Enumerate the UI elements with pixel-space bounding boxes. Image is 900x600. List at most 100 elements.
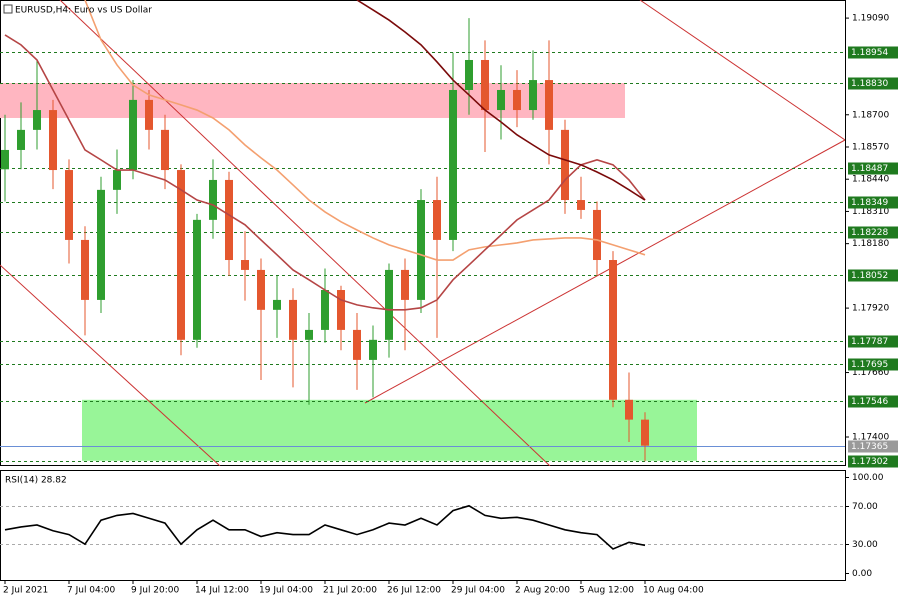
rsi-pane (0, 470, 846, 581)
y-tick-label: 1.17920 (852, 304, 889, 314)
candle-body (33, 110, 41, 130)
y-tick-label: 1.18180 (852, 239, 889, 249)
level-label: 1.17302 (851, 457, 888, 467)
level-label: 1.18954 (851, 48, 888, 58)
candle-body (449, 89, 457, 240)
rsi-tick-label: 30.00 (852, 540, 878, 550)
x-tick-label: 7 Jul 04:00 (67, 586, 116, 596)
candle-body (321, 290, 329, 330)
candle-body (193, 219, 201, 340)
candle-body (545, 80, 553, 130)
x-tick-label: 29 Jul 04:00 (451, 586, 505, 596)
trend-line (639, 0, 845, 141)
candle-body (97, 189, 105, 300)
rsi-tick-label: 70.00 (852, 502, 878, 512)
candle-body (129, 99, 137, 171)
candle-body (417, 200, 425, 300)
candle-body (497, 89, 505, 111)
y-tick-label: 1.17400 (852, 432, 889, 442)
level-label: 1.17695 (851, 360, 888, 370)
candle-body (241, 260, 249, 270)
trend-line (0, 264, 221, 466)
candle-body (609, 260, 617, 400)
axes: 1.19090 1.18700 1.18570 1.18440 1.18310 1.181… (0, 14, 898, 596)
trend-line (59, 0, 551, 466)
candle-body (401, 269, 409, 300)
rsi-line (4, 504, 646, 550)
candle-body (529, 80, 537, 111)
moving-average (4, 34, 646, 311)
candle-body (625, 399, 633, 420)
level-label: 1.18487 (851, 164, 888, 174)
level-box (848, 335, 898, 348)
candle-body (209, 179, 217, 220)
zones (0, 83, 697, 461)
current-price-label: 1.17365 (851, 442, 888, 452)
level-box (848, 226, 898, 239)
candle-body (17, 129, 25, 150)
level-box (848, 395, 898, 408)
plot (0, 0, 845, 462)
level-label: 1.17546 (851, 397, 888, 407)
level-box (848, 358, 898, 371)
x-tick-label: 5 Aug 12:00 (579, 586, 634, 596)
symbol-icon (3, 4, 13, 14)
level-box (848, 196, 898, 209)
level-box (848, 269, 898, 282)
candle-body (385, 269, 393, 340)
current-price-box (848, 440, 898, 453)
candle-body (65, 170, 73, 240)
candle-body (145, 99, 153, 130)
candle-body (481, 59, 489, 111)
candle-body (641, 419, 649, 446)
x-tick-label: 2 Aug 20:00 (515, 586, 570, 596)
x-tick-label: 10 Aug 04:00 (643, 586, 704, 596)
candle-body (113, 170, 121, 190)
candle-body (289, 299, 297, 340)
x-tick-label: 26 Jul 12:00 (387, 586, 441, 596)
x-tick-label: 19 Jul 04:00 (259, 586, 313, 596)
level-label: 1.18349 (851, 198, 888, 208)
candle-body (177, 170, 185, 340)
candle-body (369, 339, 377, 360)
candle-body (225, 179, 233, 261)
candle-body (1, 149, 9, 170)
y-tick-label: 1.18440 (852, 175, 889, 185)
level-box (848, 46, 898, 59)
rsi-tick-label: 0.00 (852, 569, 872, 579)
candle-body (513, 89, 521, 111)
level-label: 1.18052 (851, 271, 888, 281)
y-tick-label: 1.18310 (852, 207, 889, 217)
y-tick-label: 1.19090 (852, 14, 889, 24)
candle-body (577, 200, 585, 210)
trend-lines (0, 0, 845, 466)
x-tick-label: 2 Jul 2021 (3, 586, 48, 596)
candle-body (273, 299, 281, 310)
candle-body (433, 200, 441, 240)
rsi-tick-label: 100.00 (852, 473, 884, 483)
level-box (848, 77, 898, 90)
trend-line (364, 139, 845, 404)
y-tick-label: 1.18700 (852, 110, 889, 120)
rsi-label: RSI(14) 28.82 (5, 476, 67, 486)
moving-average (356, 0, 646, 201)
level-label: 1.18228 (851, 228, 888, 238)
level-box (848, 455, 898, 468)
zone (82, 399, 697, 461)
level-box (848, 162, 898, 175)
candle-body (353, 329, 361, 360)
moving-average (84, 0, 646, 261)
candle-body (257, 269, 265, 310)
x-tick-label: 14 Jul 12:00 (195, 586, 249, 596)
level-label: 1.18830 (851, 79, 888, 89)
candle-body (49, 110, 57, 171)
candle-body (593, 209, 601, 261)
chart-title: EURUSD,H4: Euro vs US Dollar (15, 6, 152, 16)
candle-body (161, 129, 169, 171)
x-tick-label: 9 Jul 20:00 (131, 586, 180, 596)
x-tick-label: 21 Jul 20:00 (323, 586, 377, 596)
candle-body (337, 290, 345, 330)
y-tick-label: 1.18570 (852, 142, 889, 152)
